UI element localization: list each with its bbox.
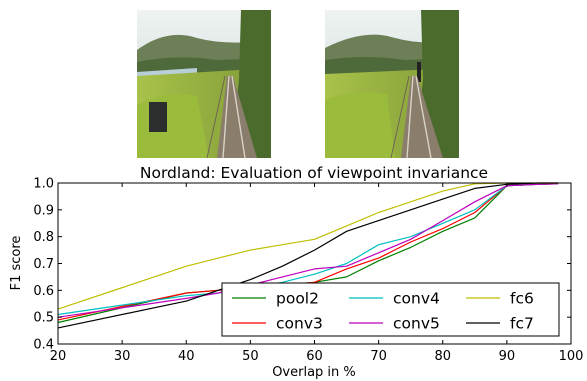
legend-box bbox=[221, 282, 560, 337]
x-tick-label: 60 bbox=[306, 349, 323, 364]
y-tick-label: 1.0 bbox=[33, 177, 54, 192]
x-tick-label: 70 bbox=[370, 349, 387, 364]
legend-label-conv3: conv3 bbox=[276, 315, 323, 333]
chart-title: Nordland: Evaluation of viewpoint invari… bbox=[140, 164, 488, 182]
y-tick-label: 0.5 bbox=[33, 311, 54, 326]
x-tick-label: 20 bbox=[50, 349, 67, 364]
x-tick-label: 30 bbox=[114, 349, 131, 364]
y-axis-label: F1 score bbox=[9, 236, 24, 291]
y-tick-label: 0.9 bbox=[33, 203, 54, 218]
x-tick-label: 80 bbox=[434, 349, 451, 364]
x-tick-label: 50 bbox=[242, 349, 259, 364]
legend-label-fc7: fc7 bbox=[510, 315, 534, 333]
y-tick-label: 0.6 bbox=[33, 284, 54, 299]
x-tick-label: 40 bbox=[178, 349, 195, 364]
nordland-photo-left bbox=[137, 10, 271, 158]
y-tick-label: 0.7 bbox=[33, 257, 54, 272]
legend-label-fc6: fc6 bbox=[510, 290, 534, 308]
x-tick-label: 90 bbox=[499, 349, 516, 364]
legend-label-conv4: conv4 bbox=[393, 290, 440, 308]
x-axis-label: Overlap in % bbox=[272, 365, 356, 380]
nordland-photo-right bbox=[325, 10, 459, 158]
legend-label-conv5: conv5 bbox=[393, 315, 440, 333]
x-tick-label: 100 bbox=[559, 349, 584, 364]
legend-label-pool2: pool2 bbox=[276, 290, 319, 308]
y-tick-label: 0.8 bbox=[33, 230, 54, 245]
y-tick-label: 0.4 bbox=[33, 338, 54, 353]
